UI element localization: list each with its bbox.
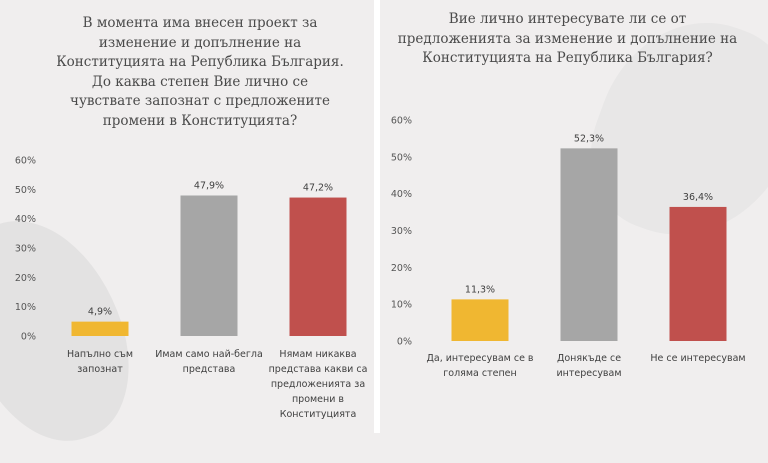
interest-bar-1 — [451, 299, 509, 341]
awareness-data-label-3: 47,2% — [303, 183, 333, 194]
awareness-category-label-2: Имам само най-бегла представа — [155, 349, 263, 375]
chart-interest: 0% 10% 20% 30% 40% 50% 60% 11,3% 52,3% 36,4% — [391, 116, 727, 348]
awareness-data-label-2: 47,9% — [194, 180, 224, 191]
awareness-y-tick-label: 0% — [21, 332, 36, 343]
awareness-bar-2 — [180, 195, 238, 336]
interest-category-label-1: Да, интересувам се в голяма степен — [426, 353, 534, 379]
interest-bar-3 — [669, 206, 727, 341]
interest-y-tick-label: 20% — [391, 263, 412, 274]
interest-y-tick-label: 0% — [397, 337, 412, 348]
awareness-bar-3 — [289, 197, 347, 336]
awareness-y-tick-label: 10% — [15, 302, 36, 313]
awareness-y-tick-label: 50% — [15, 185, 36, 196]
interest-data-label-3: 36,4% — [683, 192, 713, 203]
interest-y-tick-label: 40% — [391, 189, 412, 200]
awareness-y-tick-label: 20% — [15, 273, 36, 284]
awareness-y-tick-label: 40% — [15, 214, 36, 225]
interest-y-tick-label: 10% — [391, 300, 412, 311]
chart-title-awareness: В момента има внесен проект за изменение… — [56, 15, 344, 129]
awareness-data-label-1: 4,9% — [88, 307, 112, 318]
awareness-bar-1 — [71, 321, 129, 336]
interest-bar-2 — [560, 148, 618, 341]
panel-divider — [374, 0, 380, 433]
awareness-category-label-1: Напълно съм запознат — [66, 349, 134, 375]
interest-data-label-1: 11,3% — [465, 284, 495, 295]
awareness-y-tick-label: 30% — [15, 244, 36, 255]
interest-y-tick-label: 60% — [391, 116, 412, 127]
chart-title-interest: Вие лично интересувате ли се от предложе… — [397, 11, 738, 66]
interest-category-label-2: Донякъде се интересувам — [556, 353, 622, 379]
survey-charts-page: В момента има внесен проект за изменение… — [0, 0, 746, 463]
chart-awareness: 0% 10% 20% 30% 40% 50% 60% 4,9% 47,9% 47,2% — [15, 156, 347, 343]
interest-y-tick-label: 30% — [391, 226, 412, 237]
interest-y-tick-label: 50% — [391, 152, 412, 163]
awareness-category-label-3: Нямам никаква представа какви са предлож… — [268, 349, 368, 420]
interest-data-label-2: 52,3% — [574, 133, 604, 144]
interest-category-label-3: Не се интересувам — [650, 353, 746, 364]
awareness-y-tick-label: 60% — [15, 156, 36, 167]
